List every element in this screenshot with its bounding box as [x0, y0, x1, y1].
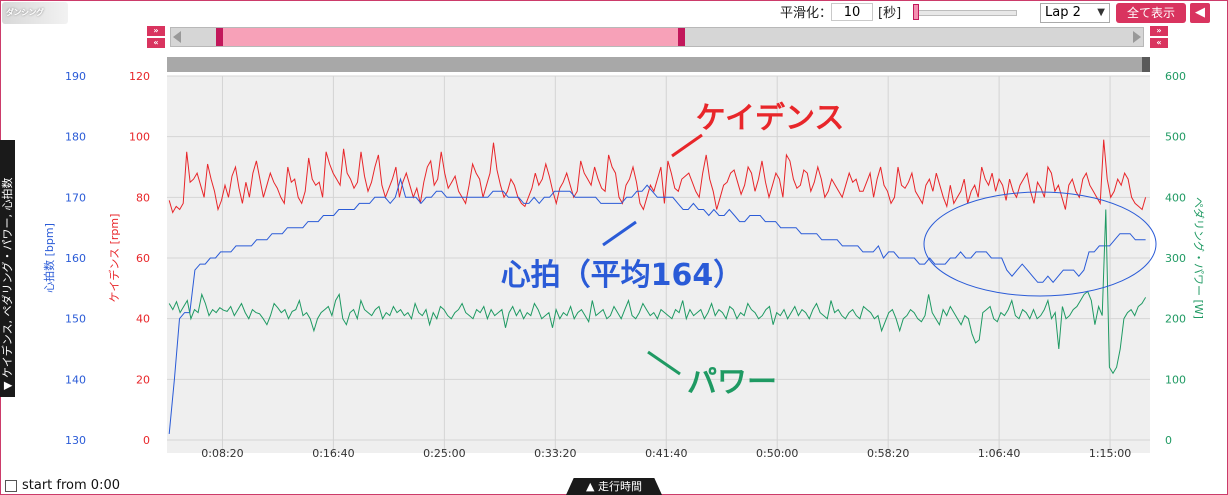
x-tick-label: 0:16:40	[312, 447, 354, 460]
chevron-down-icon: ▼	[1097, 7, 1105, 18]
cadence-tick-label: 80	[136, 191, 150, 204]
smoothing-slider-thumb[interactable]	[913, 4, 919, 20]
cadence-tick-label: 100	[129, 131, 150, 144]
chart-scrollbar[interactable]	[167, 57, 1150, 72]
x-tick-label: 0:33:20	[534, 447, 576, 460]
hr-tick-label: 180	[65, 131, 86, 144]
range-right-arrow-icon[interactable]	[1133, 31, 1141, 43]
range-shift-right-button-right[interactable]: »	[1150, 26, 1168, 36]
power-tick-label: 300	[1165, 252, 1186, 265]
range-shift-left-button-left[interactable]: «	[147, 38, 165, 48]
power-tick-label: 500	[1165, 131, 1186, 144]
hr-tick-label: 130	[65, 434, 86, 447]
x-tick-label: 1:06:40	[978, 447, 1020, 460]
cadence-tick-label: 120	[129, 70, 150, 83]
power-tick-label: 600	[1165, 70, 1186, 83]
arrow-left-icon[interactable]: ◀	[1190, 3, 1210, 23]
hr-tick-label: 170	[65, 191, 86, 204]
hr-axis-label: 心拍数 [bpm]	[42, 223, 56, 293]
hr-tick-label: 140	[65, 373, 86, 386]
power-axis-label: ペダリング・パワー [W]	[1192, 197, 1206, 319]
hr-tick-label: 150	[65, 313, 86, 326]
series-toggle-tab[interactable]	[0, 140, 15, 397]
smoothing-input[interactable]: 10	[831, 3, 873, 21]
cadence-tick-label: 0	[143, 434, 150, 447]
cadence-tick-label: 20	[136, 373, 150, 386]
power-tick-label: 400	[1165, 191, 1186, 204]
plot-area	[167, 76, 1150, 453]
power-tick-label: 200	[1165, 313, 1186, 326]
power-tick-label: 100	[1165, 373, 1186, 386]
power-tick-label: 0	[1165, 434, 1172, 447]
app-logo: ダンシング	[2, 2, 68, 24]
annotation-pointer	[647, 350, 681, 376]
annotation-label: パワー	[687, 365, 777, 400]
x-tick-label: 1:15:00	[1089, 447, 1131, 460]
hr-tick-label: 190	[65, 70, 86, 83]
hr-tick-label: 160	[65, 252, 86, 265]
lap-select[interactable]: Lap 2 ▼	[1040, 3, 1110, 23]
annotation-pointer	[671, 133, 703, 158]
x-tick-label: 0:41:40	[645, 447, 687, 460]
smoothing-label: 平滑化：	[780, 6, 833, 21]
xaxis-toggle-tab[interactable]: ▲ 走行時間	[566, 478, 662, 495]
lap-select-value: Lap 2	[1045, 5, 1081, 20]
series-line-power	[168, 209, 1147, 375]
annotation-label: ケイデンス	[696, 101, 845, 136]
start-from-checkbox[interactable]	[5, 480, 17, 492]
series-line-heart_rate	[168, 177, 1146, 434]
show-all-button[interactable]: 全て表示	[1116, 3, 1186, 23]
cadence-tick-label: 40	[136, 313, 150, 326]
range-selection-window[interactable]	[216, 28, 685, 46]
range-shift-left-button-right[interactable]: «	[1150, 38, 1168, 48]
highlight-ellipse	[923, 191, 1157, 297]
x-tick-label: 0:50:00	[756, 447, 798, 460]
start-from-label: start from 0:00	[22, 478, 120, 493]
annotation-pointer	[602, 220, 637, 247]
cadence-tick-label: 60	[136, 252, 150, 265]
range-shift-right-button-left[interactable]: »	[147, 26, 165, 36]
chart-scrollbar-handle[interactable]	[1142, 57, 1150, 72]
seconds-label: [秒]	[878, 6, 902, 21]
x-tick-label: 0:25:00	[423, 447, 465, 460]
range-left-arrow-icon[interactable]	[173, 31, 181, 43]
x-tick-label: 0:58:20	[867, 447, 909, 460]
series-line-cadence	[168, 139, 1147, 214]
annotation-label: 心拍（平均164）	[501, 258, 744, 293]
x-tick-label: 0:08:20	[201, 447, 243, 460]
cadence-axis-label: ケイデンス [rpm]	[107, 214, 121, 303]
